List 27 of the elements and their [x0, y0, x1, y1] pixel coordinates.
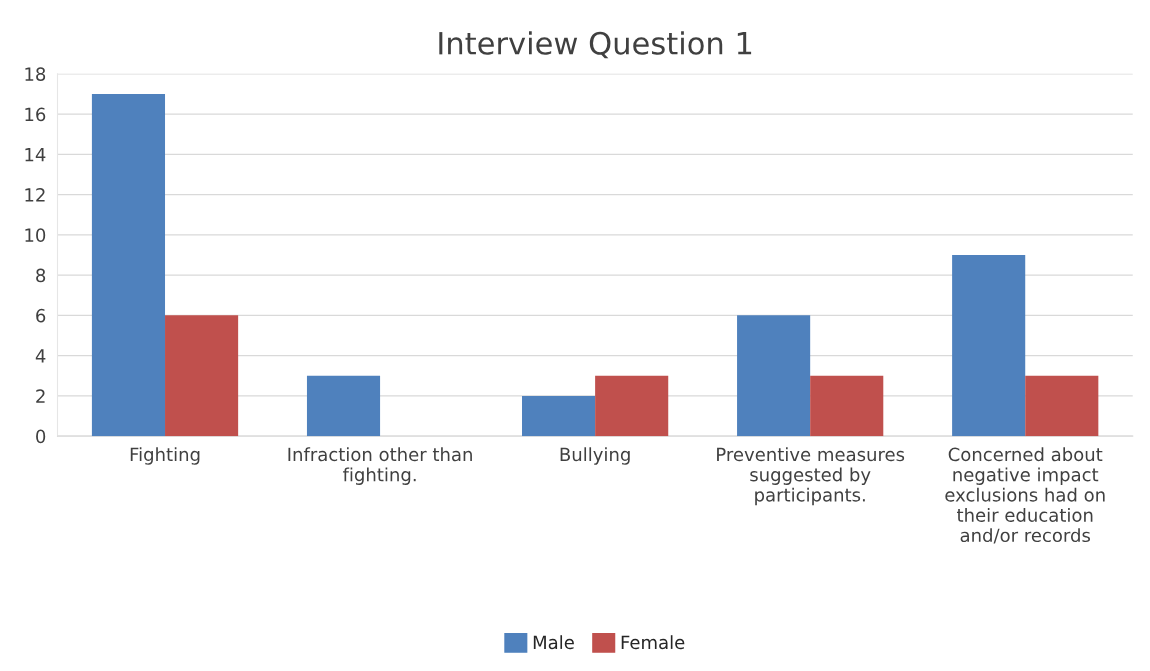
x-tick-label: Bullying [560, 447, 630, 465]
y-tick-label: 4 [35, 349, 46, 363]
y-tick-label: 14 [25, 148, 46, 162]
legend-label: Male [533, 635, 574, 650]
x-tick-label: Infraction other than fighting. [288, 447, 472, 485]
bar [810, 375, 884, 437]
bar [737, 315, 811, 437]
bar [165, 315, 239, 437]
y-tick-label: 16 [25, 107, 46, 122]
bar [306, 375, 381, 437]
y-tick-label: 0 [36, 429, 46, 444]
y-tick-label: 8 [36, 268, 46, 283]
bar [595, 375, 669, 437]
y-tick-label: 12 [25, 188, 45, 202]
y-tick-label: 10 [25, 228, 46, 242]
y-tick-label: 18 [25, 67, 46, 81]
bar [1025, 375, 1099, 437]
x-tick-label: Preventive measures suggested by participants. [717, 447, 905, 506]
bar [522, 395, 596, 437]
chart-title: Interview Question 1 [439, 31, 752, 59]
x-tick-label: Concerned about negative impact exclusions had on their education and/or records [945, 447, 1105, 544]
y-tick-label: 2 [36, 389, 45, 403]
bar [952, 254, 1026, 437]
x-tick-label: Fighting [130, 447, 200, 465]
legend-label: Female [621, 635, 685, 650]
y-tick-label: 6 [36, 308, 46, 323]
bar [91, 93, 166, 437]
